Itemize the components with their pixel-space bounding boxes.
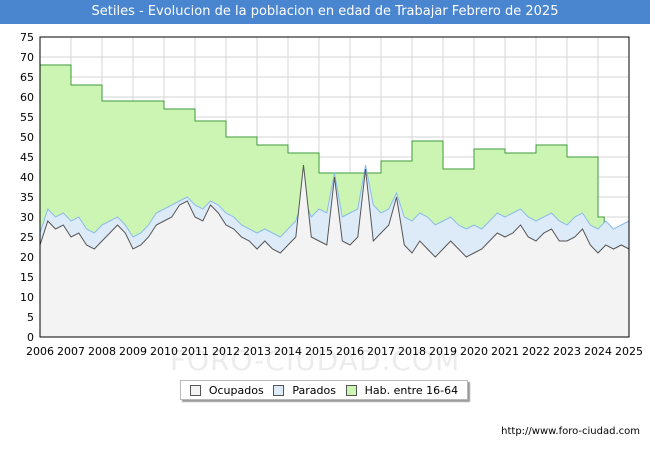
y-tick-label: 45 (20, 151, 34, 164)
y-tick-label: 70 (20, 51, 34, 64)
x-tick-label: 2025 (615, 345, 643, 358)
y-tick-label: 5 (27, 311, 34, 324)
y-tick-label: 50 (20, 131, 34, 144)
legend-label-ocupados: Ocupados (208, 383, 264, 397)
x-tick-label: 2021 (491, 345, 519, 358)
x-tick-label: 2007 (57, 345, 85, 358)
legend-label-parados: Parados (292, 383, 336, 397)
x-tick-label: 2009 (119, 345, 147, 358)
ocupados-swatch (189, 384, 201, 396)
x-tick-label: 2006 (26, 345, 54, 358)
x-tick-label: 2015 (305, 345, 333, 358)
x-tick-label: 2013 (243, 345, 271, 358)
data-areas (39, 64, 630, 337)
x-tick-label: 2011 (181, 345, 209, 358)
x-tick-label: 2018 (398, 345, 426, 358)
y-tick-label: 65 (20, 71, 34, 84)
x-tick-label: 2008 (88, 345, 116, 358)
y-tick-label: 0 (27, 331, 34, 344)
legend-label-hab: Hab. entre 16-64 (364, 383, 459, 397)
legend-item-ocupados: Ocupados (189, 383, 264, 397)
legend-item-parados: Parados (273, 384, 336, 397)
ocupados-area (40, 165, 629, 337)
x-tick-label: 2020 (460, 345, 488, 358)
x-tick-label: 2016 (336, 345, 364, 358)
legend-item-hab: Hab. entre 16-64 (345, 383, 459, 397)
chart-area: FORO-CIUDAD.COM 051015202530354045505560… (20, 31, 643, 377)
y-tick-label: 35 (20, 191, 34, 204)
y-tick-label: 55 (20, 111, 34, 124)
y-tick-label: 30 (20, 211, 34, 224)
y-tick-label: 75 (20, 31, 34, 44)
x-tick-label: 2019 (429, 345, 457, 358)
legend: Ocupados Parados Hab. entre 16-64 (180, 380, 468, 400)
watermark: FORO-CIUDAD.COM (170, 344, 460, 377)
x-tick-label: 2012 (212, 345, 240, 358)
chart-title: Setiles - Evolucion de la poblacion en e… (0, 0, 650, 24)
x-tick-label: 2022 (522, 345, 550, 358)
plot-border (39, 36, 630, 338)
x-tick-label: 2010 (150, 345, 178, 358)
parados-line (39, 164, 630, 238)
ocupados-line (39, 164, 630, 258)
y-tick-label: 20 (20, 251, 34, 264)
x-tick-label: 2024 (584, 345, 612, 358)
x-tick-label: 2023 (553, 345, 581, 358)
x-tick-label: 2014 (274, 345, 302, 358)
y-tick-label: 10 (20, 291, 34, 304)
source-link[interactable]: http://www.foro-ciudad.com (501, 426, 640, 437)
y-tick-label: 40 (20, 171, 34, 184)
parados-swatch (273, 384, 285, 396)
hab-swatch (345, 384, 357, 396)
y-tick-label: 25 (20, 231, 34, 244)
x-tick-label: 2017 (367, 345, 395, 358)
y-tick-label: 15 (20, 271, 34, 284)
y-tick-label: 60 (20, 91, 34, 104)
